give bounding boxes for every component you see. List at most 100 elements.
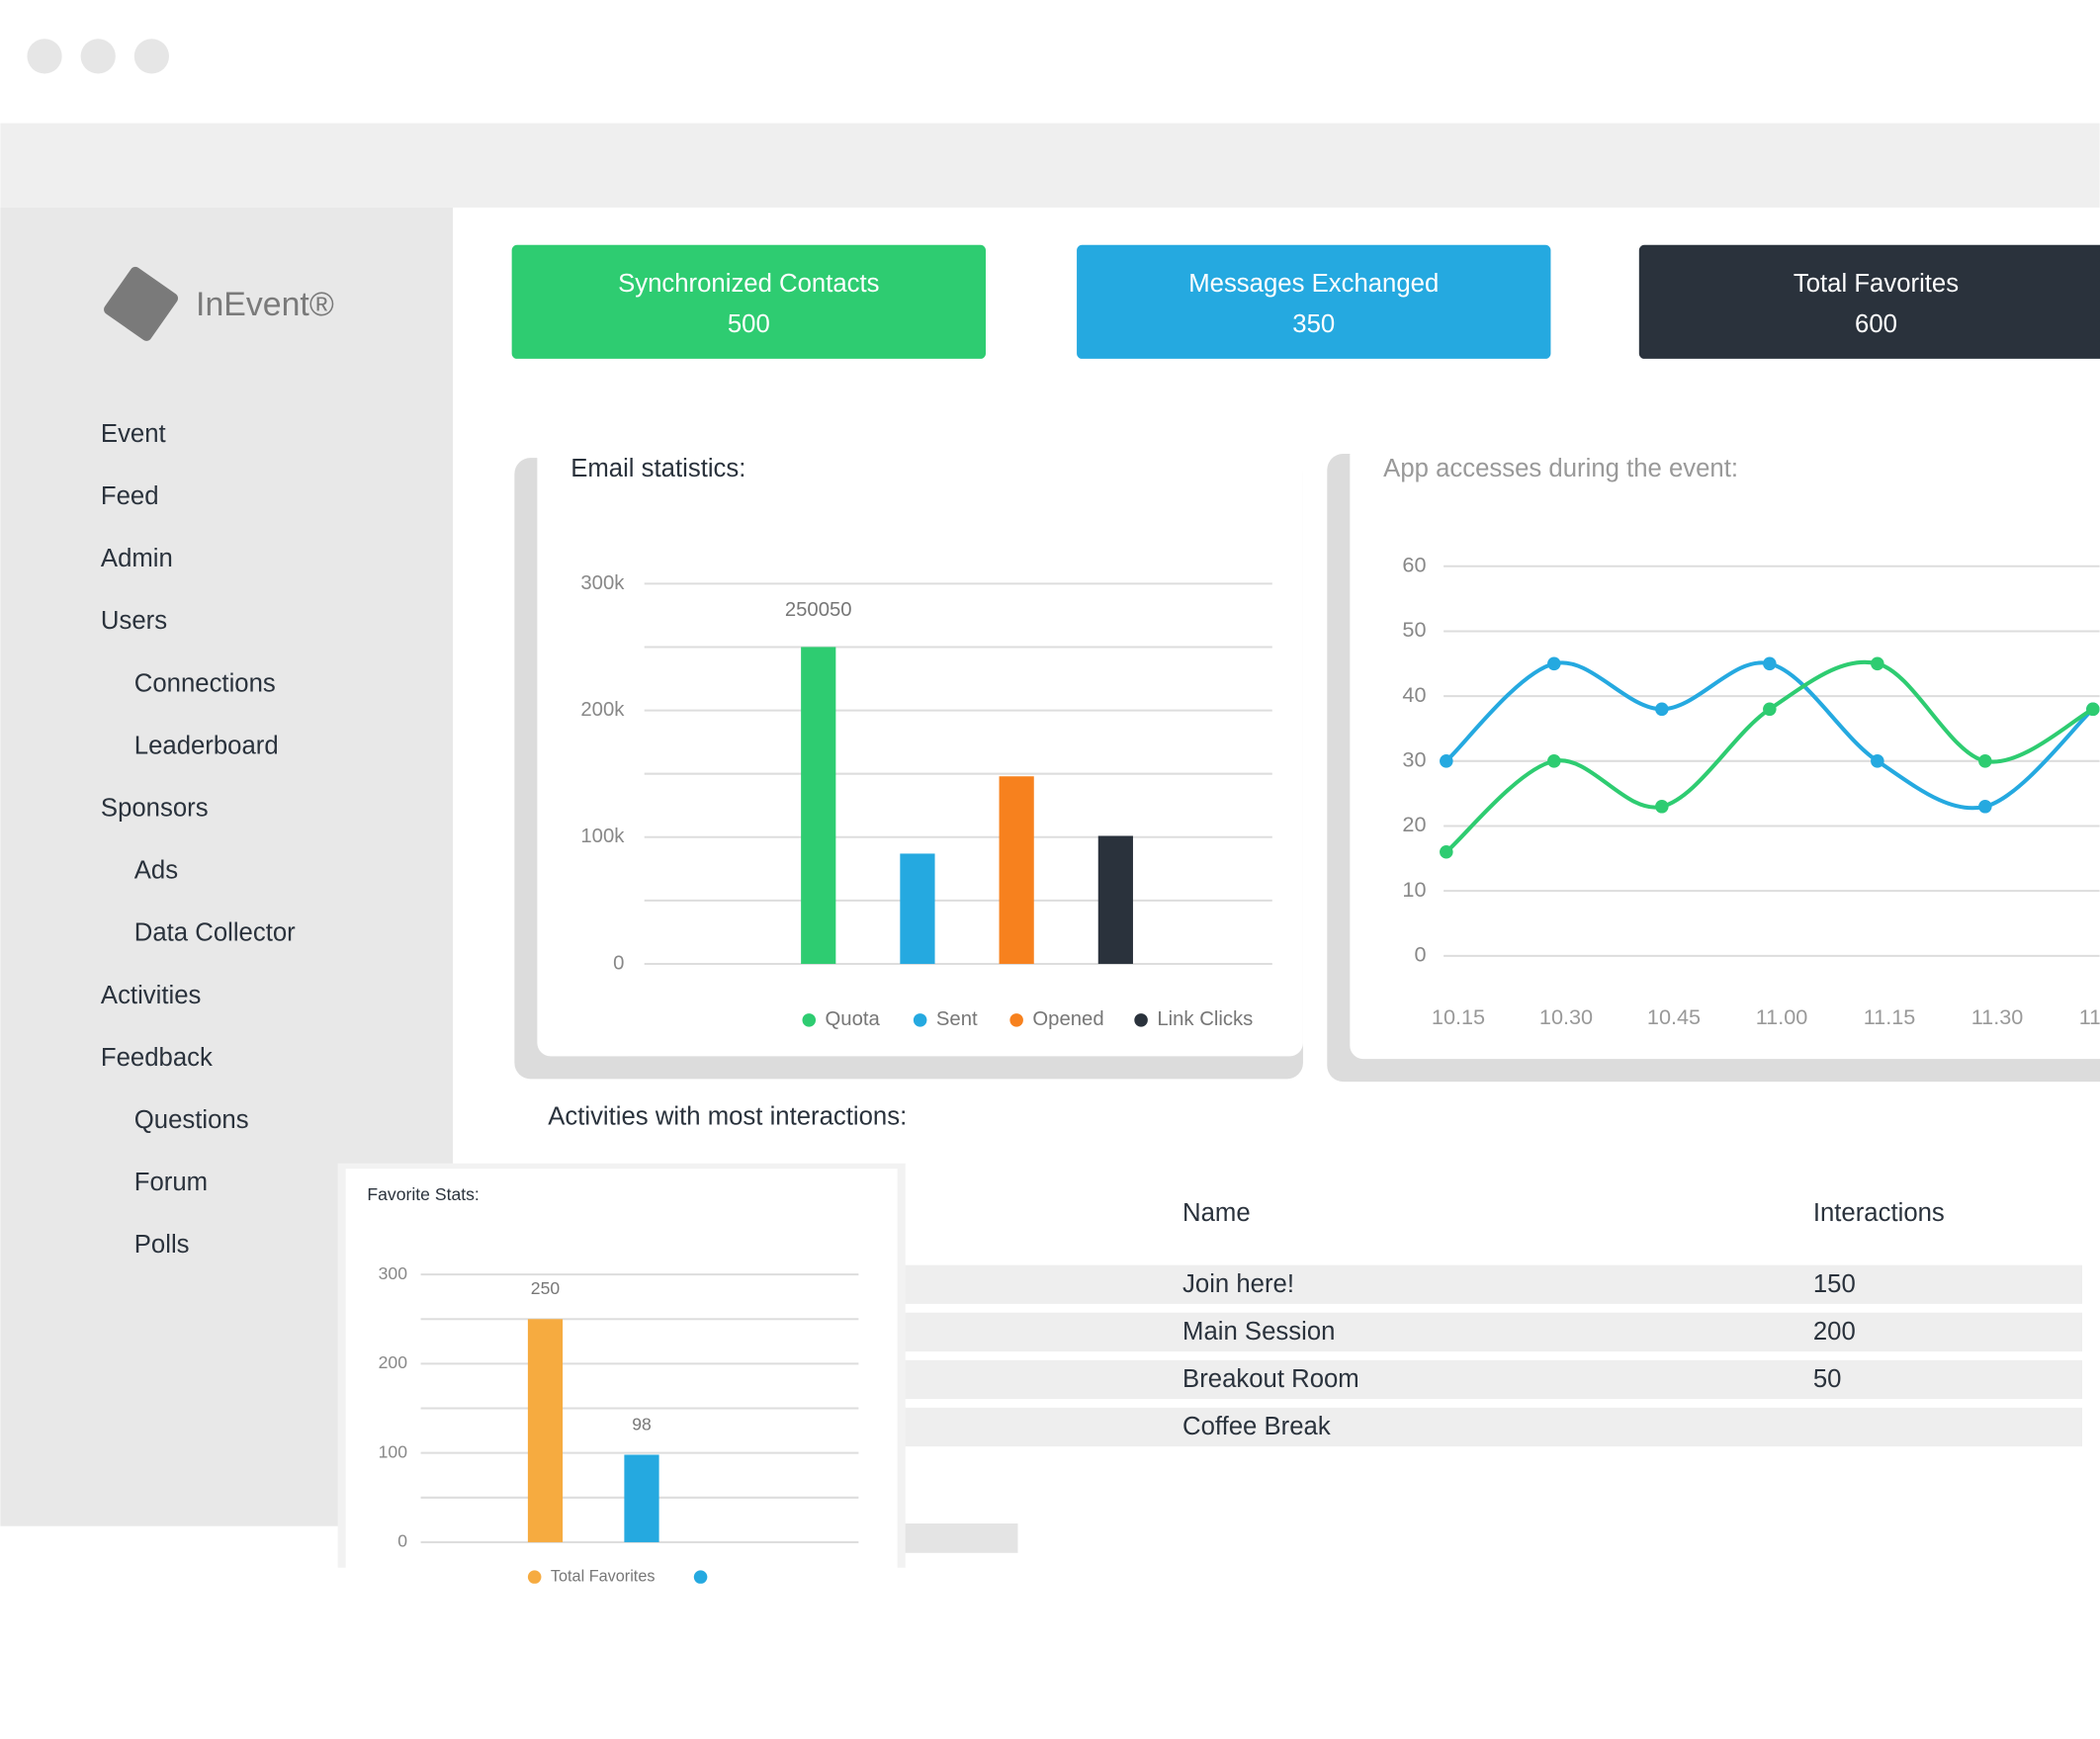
nav-item[interactable]: Activities: [101, 982, 201, 1009]
y-tick-label: 40: [1402, 682, 1426, 707]
table-row[interactable]: [897, 1359, 2083, 1400]
chart-title: Email statistics:: [570, 455, 745, 482]
point: [1440, 754, 1453, 768]
nav-item[interactable]: Users: [101, 607, 167, 635]
nav-item[interactable]: Sponsors: [101, 794, 209, 822]
top-bar: [0, 123, 2100, 208]
table-row[interactable]: [897, 1312, 2083, 1351]
chart-title: App accesses during the event:: [1383, 455, 1738, 482]
table-cell: Coffee Break: [1182, 1413, 1331, 1440]
x-tick-label: 11.30: [1971, 1004, 2024, 1029]
table-cell: 50: [1813, 1365, 1842, 1393]
legend-swatch: [802, 1013, 817, 1027]
stat-label: Messages Exchanged: [1188, 270, 1439, 298]
stat-card-bg: [511, 244, 987, 359]
bar: [1097, 835, 1133, 964]
nav-subitem[interactable]: Ads: [134, 857, 178, 885]
stat-card[interactable]: Synchronized Contacts 500: [511, 244, 987, 359]
table-title: Activities with most interactions:: [548, 1102, 907, 1130]
x-tick-label: 10.30: [1539, 1004, 1593, 1029]
point: [1763, 702, 1777, 717]
legend-swatch: [1134, 1013, 1148, 1027]
bar: [999, 776, 1034, 964]
point: [1871, 656, 1884, 671]
window-dot[interactable]: [80, 39, 116, 74]
x-tick-label: 11.15: [1864, 1004, 1916, 1029]
point: [1978, 800, 1992, 814]
nav-subitem[interactable]: Leaderboard: [134, 732, 279, 759]
table-cell: Join here!: [1182, 1270, 1294, 1298]
y-tick-label: 30: [1402, 747, 1426, 772]
stat-label: Total Favorites: [1794, 270, 1959, 298]
table-cell: 150: [1813, 1270, 1856, 1298]
nav-subitem[interactable]: Connections: [134, 669, 276, 697]
y-tick-label: 100: [379, 1441, 408, 1461]
nav-subitem[interactable]: Questions: [134, 1106, 249, 1134]
y-tick-label: 100k: [580, 826, 625, 847]
y-tick-label: 10: [1402, 877, 1426, 902]
y-tick-label: 300: [379, 1263, 408, 1283]
legend-swatch: [527, 1570, 542, 1584]
point: [1655, 702, 1669, 717]
x-tick-label: 11.00: [1756, 1004, 1808, 1029]
legend-swatch: [693, 1570, 708, 1584]
legend-label: Total Favorites: [551, 1567, 656, 1585]
table-header: Name: [1182, 1199, 1251, 1227]
stat-card[interactable]: Total Favorites 600: [1638, 244, 2100, 359]
favorite-card: [345, 1169, 898, 1584]
data-label: 250050: [785, 599, 852, 621]
table-header: Interactions: [1813, 1199, 1945, 1227]
nav-item[interactable]: Feed: [101, 482, 159, 510]
shadow: [897, 1522, 1018, 1553]
legend-label: Quota: [826, 1008, 881, 1030]
data-label: 98: [632, 1414, 652, 1434]
nav-subitem[interactable]: Forum: [134, 1169, 208, 1196]
data-label: 250: [531, 1278, 561, 1298]
bar: [801, 647, 836, 964]
table-row[interactable]: [897, 1407, 2083, 1447]
table-cell: 200: [1813, 1318, 1856, 1346]
bar: [527, 1319, 564, 1542]
legend-label: Sent: [936, 1008, 978, 1030]
point: [1871, 754, 1884, 768]
table-row[interactable]: [897, 1264, 2083, 1304]
point: [1763, 656, 1777, 671]
logo-mark: [104, 266, 179, 341]
point: [2086, 702, 2100, 717]
y-tick-label: 50: [1402, 617, 1426, 642]
legend-swatch: [1009, 1013, 1023, 1027]
point: [1440, 844, 1453, 859]
stat-value: 600: [1855, 310, 1897, 338]
y-tick-label: 60: [1402, 553, 1426, 577]
x-tick-label: 11.45: [2079, 1004, 2100, 1029]
x-tick-label: 10.45: [1647, 1004, 1701, 1029]
point: [1655, 800, 1669, 814]
point: [1547, 754, 1561, 768]
logo: InEvent®: [104, 266, 334, 341]
nav-subitem[interactable]: Polls: [134, 1231, 190, 1259]
point: [1978, 754, 1992, 768]
nav-item[interactable]: Admin: [101, 545, 173, 572]
legend-label: Link Clicks: [1157, 1008, 1253, 1030]
stat-card[interactable]: Messages Exchanged 350: [1077, 244, 1551, 359]
nav-subitem[interactable]: Data Collector: [134, 919, 296, 947]
stat-card-bg: [1077, 244, 1551, 359]
y-tick-label: 20: [1402, 812, 1426, 836]
bar: [624, 1454, 659, 1542]
y-tick-label: 0: [397, 1531, 407, 1551]
y-tick-label: 200: [379, 1352, 408, 1372]
brand: InEvent®: [196, 286, 334, 323]
window-dot[interactable]: [27, 39, 62, 74]
stat-value: 350: [1292, 310, 1335, 338]
window-dot[interactable]: [133, 39, 169, 74]
chart-title: Favorite Stats:: [367, 1184, 479, 1204]
stat-label: Synchronized Contacts: [618, 270, 879, 298]
legend-swatch: [913, 1013, 927, 1027]
nav-item[interactable]: Feedback: [101, 1044, 213, 1072]
y-tick-label: 0: [613, 952, 624, 974]
stat-card-bg: [1638, 244, 2100, 359]
y-tick-label: 0: [1414, 942, 1426, 967]
y-tick-label: 200k: [580, 699, 625, 721]
nav-item[interactable]: Event: [101, 420, 166, 448]
